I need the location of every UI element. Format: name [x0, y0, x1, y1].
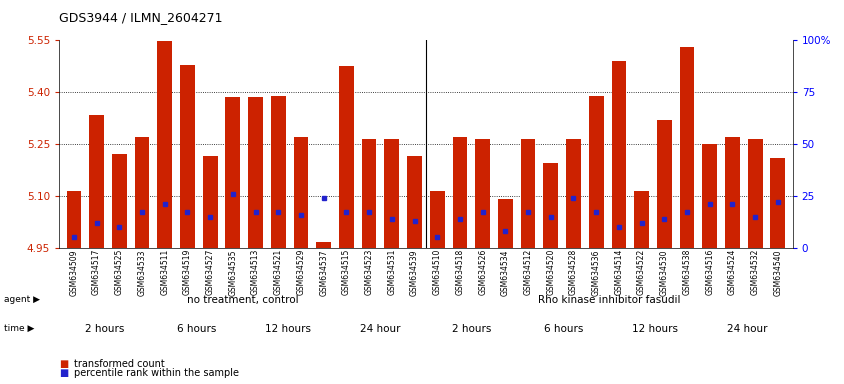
- Bar: [111, 154, 127, 248]
- Text: 2 hours: 2 hours: [85, 324, 125, 334]
- Bar: [248, 97, 262, 248]
- Text: ■: ■: [59, 368, 68, 378]
- Text: GDS3944 / ILMN_2604271: GDS3944 / ILMN_2604271: [59, 12, 222, 25]
- Bar: [634, 190, 648, 248]
- Text: 2 hours: 2 hours: [452, 324, 491, 334]
- Text: 24 hour: 24 hour: [360, 324, 400, 334]
- Text: percentile rank within the sample: percentile rank within the sample: [74, 368, 239, 378]
- Text: agent ▶: agent ▶: [4, 295, 41, 304]
- Text: Rho kinase inhibitor fasudil: Rho kinase inhibitor fasudil: [538, 295, 679, 305]
- Bar: [180, 65, 195, 248]
- Text: transformed count: transformed count: [74, 359, 165, 369]
- Text: 12 hours: 12 hours: [631, 324, 677, 334]
- Bar: [474, 139, 490, 248]
- Text: 6 hours: 6 hours: [176, 324, 216, 334]
- Text: 12 hours: 12 hours: [265, 324, 311, 334]
- Bar: [338, 66, 354, 248]
- Text: 6 hours: 6 hours: [543, 324, 582, 334]
- Text: no treatment, control: no treatment, control: [187, 295, 298, 305]
- Bar: [724, 137, 739, 248]
- Bar: [679, 47, 694, 248]
- Bar: [407, 156, 421, 248]
- Text: 24 hour: 24 hour: [726, 324, 766, 334]
- Bar: [89, 114, 104, 248]
- Bar: [157, 41, 172, 248]
- Bar: [384, 139, 398, 248]
- Bar: [316, 243, 331, 248]
- Bar: [611, 61, 625, 248]
- Bar: [361, 139, 376, 248]
- Bar: [565, 139, 580, 248]
- Bar: [497, 199, 512, 248]
- Bar: [701, 144, 717, 248]
- Bar: [203, 156, 217, 248]
- Text: ■: ■: [59, 359, 68, 369]
- Bar: [430, 190, 444, 248]
- Bar: [747, 139, 761, 248]
- Bar: [67, 190, 81, 248]
- Text: time ▶: time ▶: [4, 324, 35, 333]
- Bar: [588, 96, 603, 248]
- Bar: [271, 96, 285, 248]
- Bar: [543, 163, 558, 248]
- Bar: [520, 139, 535, 248]
- Bar: [225, 97, 240, 248]
- Bar: [293, 137, 308, 248]
- Bar: [770, 158, 784, 248]
- Bar: [452, 137, 467, 248]
- Bar: [134, 137, 149, 248]
- Bar: [656, 120, 671, 248]
